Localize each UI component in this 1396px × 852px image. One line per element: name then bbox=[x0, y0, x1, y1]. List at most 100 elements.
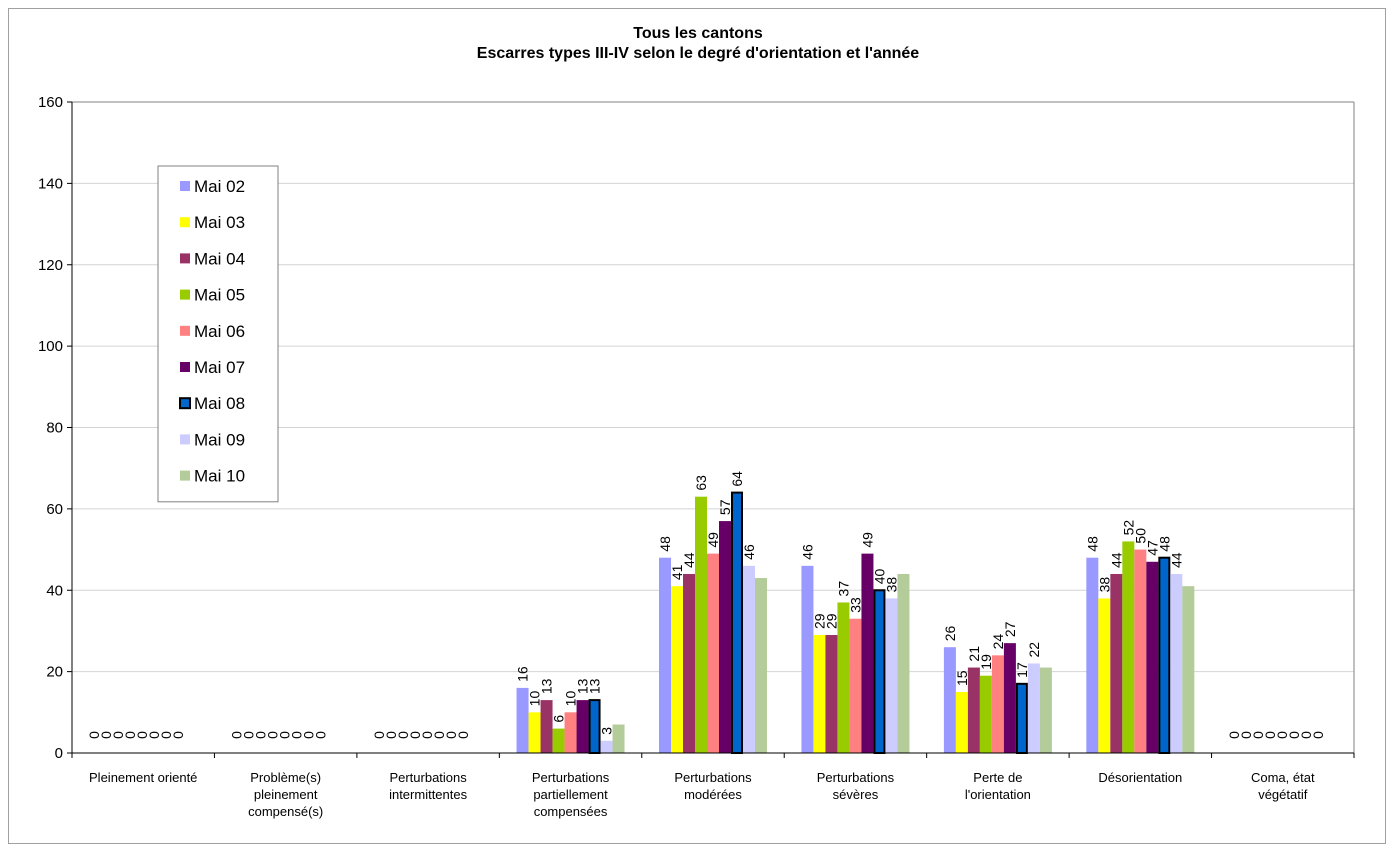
data-label: 57 bbox=[717, 499, 733, 515]
bar bbox=[755, 578, 767, 753]
legend-label: Mai 07 bbox=[194, 358, 245, 377]
x-tick-label: Perte de l'orientation bbox=[965, 770, 1031, 802]
x-tick-label: Perturbations partiellement compensées bbox=[532, 770, 610, 819]
bar bbox=[659, 557, 671, 753]
legend-swatch bbox=[180, 362, 190, 372]
y-tick-label: 0 bbox=[55, 745, 63, 762]
x-tick-label-line: Désorientation bbox=[1098, 770, 1182, 785]
bar bbox=[707, 553, 719, 753]
bar bbox=[1015, 682, 1028, 754]
data-label: 0 bbox=[455, 731, 471, 739]
bar bbox=[683, 573, 695, 753]
y-tick-label: 80 bbox=[46, 420, 63, 437]
data-label: 13 bbox=[575, 678, 591, 694]
data-label: 0 bbox=[443, 731, 459, 739]
data-label: 38 bbox=[883, 577, 899, 593]
bar bbox=[1039, 667, 1052, 753]
bar bbox=[540, 700, 553, 753]
bar bbox=[849, 618, 862, 753]
x-tick-label-line: Coma, état bbox=[1251, 770, 1315, 785]
chart-title-block: Tous les cantons Escarres types III-IV s… bbox=[0, 24, 1396, 64]
bar bbox=[897, 573, 910, 753]
legend-label: Mai 05 bbox=[194, 286, 245, 305]
bar bbox=[576, 700, 589, 753]
data-label: 46 bbox=[799, 544, 815, 560]
bar bbox=[967, 667, 980, 753]
y-tick-label: 160 bbox=[38, 94, 63, 111]
legend-swatch bbox=[180, 289, 190, 300]
data-label: 52 bbox=[1120, 520, 1136, 536]
legend-swatch bbox=[180, 217, 190, 228]
x-tick-label-line: partiellement bbox=[533, 787, 608, 802]
data-label: 44 bbox=[681, 552, 697, 568]
data-label: 0 bbox=[146, 731, 162, 739]
legend-box bbox=[157, 165, 279, 503]
data-label: 40 bbox=[871, 568, 887, 584]
y-tick-label: 40 bbox=[46, 582, 63, 599]
bar bbox=[873, 589, 886, 754]
bar bbox=[719, 521, 731, 753]
x-tick-label-line: Problème(s) bbox=[250, 770, 321, 785]
data-label: 0 bbox=[277, 731, 293, 739]
data-label: 0 bbox=[134, 731, 150, 739]
bar bbox=[1086, 557, 1099, 753]
bar bbox=[861, 553, 874, 753]
data-label: 0 bbox=[1238, 731, 1254, 739]
x-tick-label: Désorientation bbox=[1098, 770, 1182, 785]
bar bbox=[588, 699, 601, 755]
legend-swatch bbox=[180, 253, 190, 264]
bar bbox=[731, 491, 743, 754]
data-label: 15 bbox=[954, 670, 970, 686]
data-label: 0 bbox=[1250, 731, 1266, 739]
legend-swatch bbox=[180, 325, 190, 336]
data-label: 29 bbox=[811, 613, 827, 629]
data-label: 0 bbox=[1274, 731, 1290, 739]
legend-label: Mai 03 bbox=[194, 213, 245, 232]
x-tick-label: Pleinement orienté bbox=[89, 770, 197, 785]
data-label: 24 bbox=[990, 634, 1006, 650]
data-label: 13 bbox=[587, 678, 603, 694]
legend-swatch bbox=[180, 470, 190, 481]
bar bbox=[612, 724, 625, 753]
data-label: 0 bbox=[407, 731, 423, 739]
bar bbox=[955, 691, 968, 753]
data-label: 0 bbox=[1286, 731, 1302, 739]
bar bbox=[528, 712, 541, 753]
data-label: 0 bbox=[1262, 731, 1278, 739]
data-label: 0 bbox=[122, 731, 138, 739]
x-tick-label: Problème(s) pleinement compensé(s) bbox=[248, 770, 323, 819]
data-label: 50 bbox=[1132, 528, 1148, 544]
bar bbox=[991, 655, 1004, 753]
bar bbox=[813, 635, 826, 753]
legend-label: Mai 06 bbox=[194, 322, 245, 341]
legend-label: Mai 10 bbox=[194, 467, 245, 486]
data-label: 22 bbox=[1026, 642, 1042, 658]
bar bbox=[516, 687, 529, 753]
data-label: 0 bbox=[383, 731, 399, 739]
x-tick-label: Coma, état végétatif bbox=[1251, 770, 1315, 802]
bar bbox=[885, 598, 898, 753]
data-label: 0 bbox=[395, 731, 411, 739]
legend: Mai 02 Mai 03 Mai 04 Mai 05 Mai 06 Mai 07 Mai … bbox=[157, 165, 279, 503]
data-label: 0 bbox=[265, 731, 281, 739]
data-label: 0 bbox=[158, 731, 174, 739]
y-tick-label: 100 bbox=[38, 338, 63, 355]
data-label: 26 bbox=[942, 625, 958, 641]
data-label: 0 bbox=[253, 731, 269, 739]
x-tick-label-line: compensé(s) bbox=[248, 804, 323, 819]
data-label: 48 bbox=[1084, 536, 1100, 552]
data-label: 46 bbox=[741, 544, 757, 560]
x-tick-label: Perturbations sévères bbox=[817, 770, 895, 802]
legend-label: Mai 09 bbox=[194, 430, 245, 449]
x-tick-label: Perturbations intermittentes bbox=[389, 770, 468, 802]
data-label: 3 bbox=[599, 727, 615, 735]
y-tick-label: 20 bbox=[46, 664, 63, 681]
bar bbox=[1182, 586, 1195, 753]
chart-subtitle: Escarres types III-IV selon le degré d'o… bbox=[476, 45, 920, 62]
bar bbox=[671, 586, 683, 753]
bar bbox=[1110, 573, 1123, 753]
data-label: 0 bbox=[98, 731, 114, 739]
bar bbox=[600, 740, 613, 753]
legend-swatch bbox=[180, 434, 190, 445]
